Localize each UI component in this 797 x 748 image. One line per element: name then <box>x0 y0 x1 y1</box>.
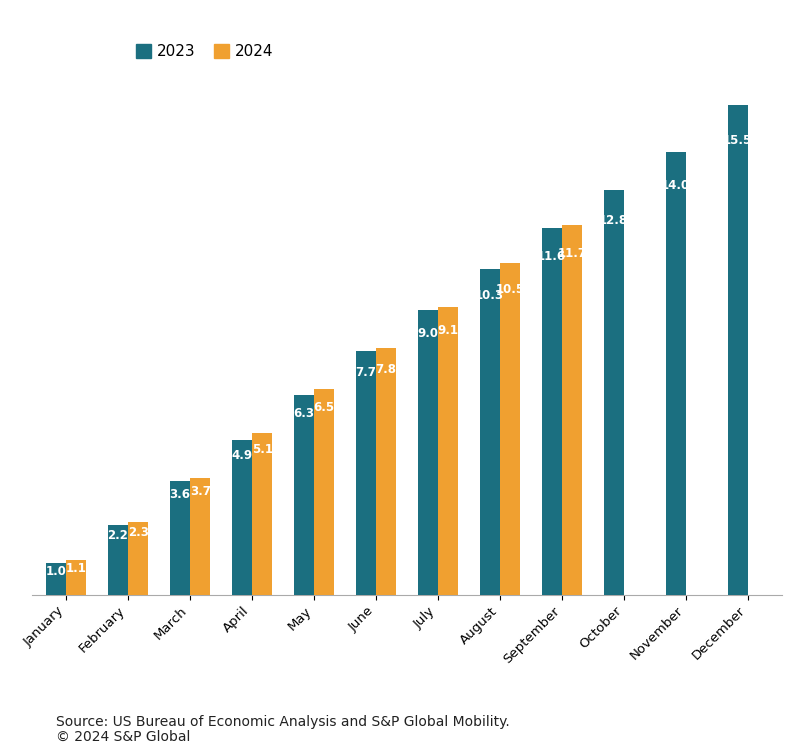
Bar <box>66 560 86 595</box>
Bar <box>665 152 685 595</box>
Bar <box>604 190 623 595</box>
Bar <box>314 389 334 595</box>
Text: 10.3: 10.3 <box>475 289 505 301</box>
Text: 10.5: 10.5 <box>496 283 524 295</box>
Bar <box>170 481 190 595</box>
Bar <box>418 310 438 595</box>
Text: Source: US Bureau of Economic Analysis and S&P Global Mobility.: Source: US Bureau of Economic Analysis a… <box>56 714 509 729</box>
Text: 9.1: 9.1 <box>438 324 458 337</box>
Bar <box>108 525 128 595</box>
Text: 1.0: 1.0 <box>45 565 66 578</box>
Text: 9.0: 9.0 <box>417 327 438 340</box>
Bar <box>232 440 252 595</box>
Text: 14.0: 14.0 <box>661 179 690 191</box>
Text: 2.2: 2.2 <box>108 530 128 542</box>
Text: 6.3: 6.3 <box>293 408 314 420</box>
Text: 3.7: 3.7 <box>190 485 210 497</box>
Bar <box>294 396 313 595</box>
Bar <box>252 433 272 595</box>
Text: 3.6: 3.6 <box>169 488 190 500</box>
Text: 7.7: 7.7 <box>355 366 376 378</box>
Text: 1.1: 1.1 <box>65 562 87 575</box>
Text: 11.7: 11.7 <box>558 247 587 260</box>
Bar <box>562 224 582 595</box>
Text: 6.5: 6.5 <box>313 402 335 414</box>
Legend: 2023, 2024: 2023, 2024 <box>129 38 280 65</box>
Bar <box>501 263 520 595</box>
Text: 2.3: 2.3 <box>128 527 148 539</box>
Text: 15.5: 15.5 <box>723 134 752 147</box>
Bar <box>376 348 396 595</box>
Text: 5.1: 5.1 <box>252 443 273 456</box>
Text: 4.9: 4.9 <box>231 449 253 462</box>
Bar <box>190 478 210 595</box>
Bar <box>438 307 458 595</box>
Text: 7.8: 7.8 <box>375 363 397 375</box>
Bar <box>355 351 375 595</box>
Bar <box>45 563 65 595</box>
Bar <box>480 269 500 595</box>
Bar <box>728 105 748 595</box>
Bar <box>542 228 562 595</box>
Text: © 2024 S&P Global: © 2024 S&P Global <box>56 729 190 744</box>
Bar <box>128 522 148 595</box>
Text: 11.6: 11.6 <box>537 250 566 263</box>
Text: 12.8: 12.8 <box>599 214 628 227</box>
